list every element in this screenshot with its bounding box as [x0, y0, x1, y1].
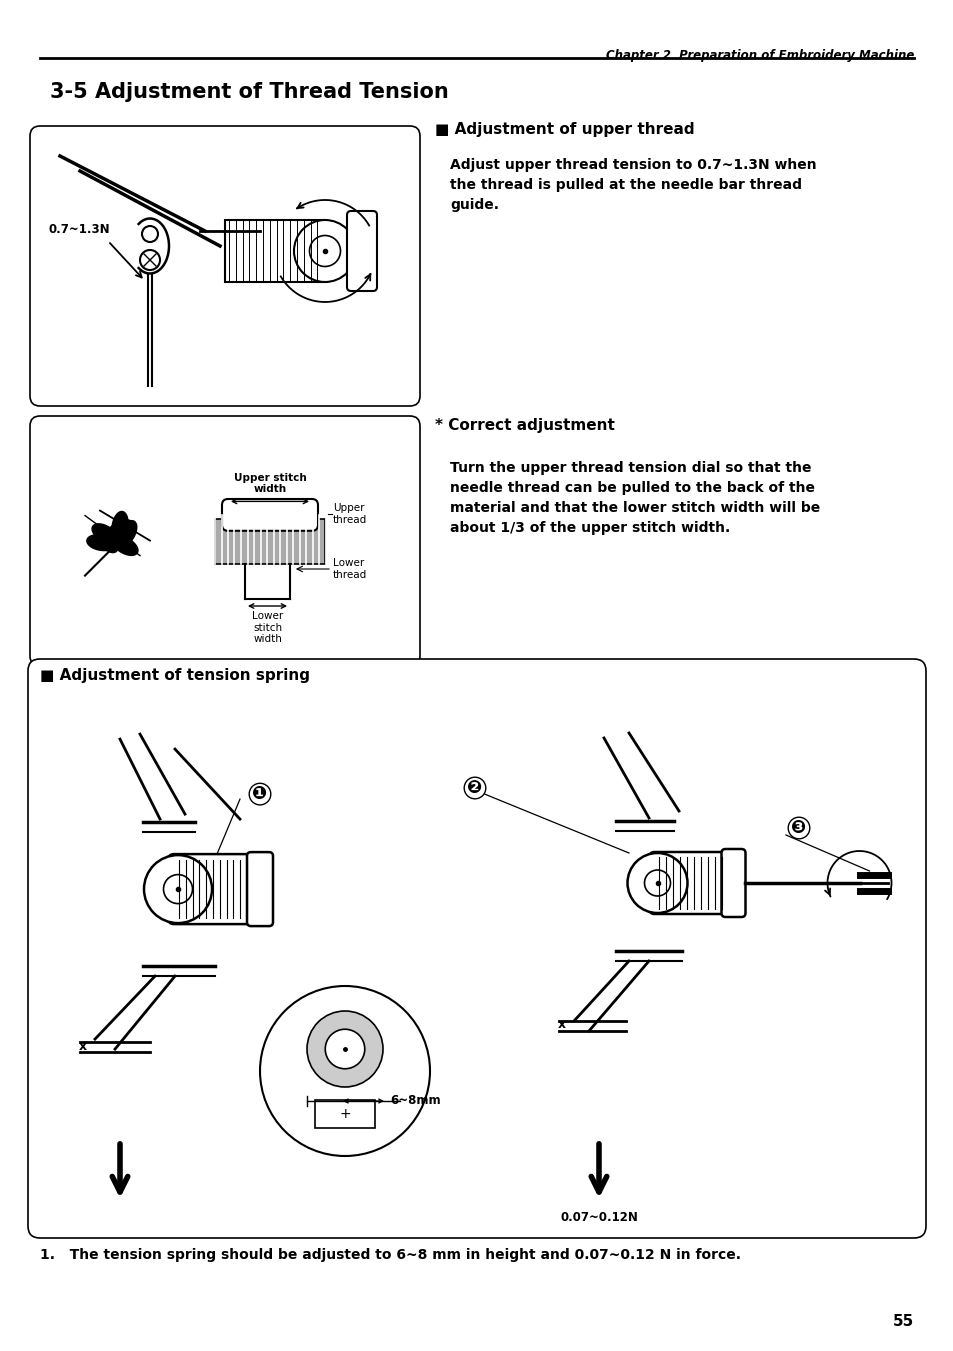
Text: 6~8mm: 6~8mm	[390, 1094, 440, 1108]
Text: 3-5 Adjustment of Thread Tension: 3-5 Adjustment of Thread Tension	[50, 82, 448, 101]
Text: ❷: ❷	[467, 780, 482, 797]
Circle shape	[627, 852, 687, 913]
Circle shape	[294, 220, 355, 282]
Circle shape	[260, 986, 430, 1156]
Text: 55: 55	[892, 1315, 913, 1329]
Circle shape	[309, 235, 340, 266]
Polygon shape	[96, 528, 118, 553]
FancyBboxPatch shape	[28, 659, 925, 1238]
Polygon shape	[117, 520, 136, 547]
Text: ■ Adjustment of tension spring: ■ Adjustment of tension spring	[40, 667, 310, 684]
FancyBboxPatch shape	[649, 852, 734, 915]
Circle shape	[144, 855, 212, 923]
FancyBboxPatch shape	[222, 499, 317, 531]
Circle shape	[142, 226, 158, 242]
Text: 0.7~1.3N: 0.7~1.3N	[48, 223, 110, 236]
Text: ❶: ❶	[253, 785, 268, 802]
Text: Upper
thread: Upper thread	[333, 503, 367, 524]
Text: * Correct adjustment: * Correct adjustment	[435, 417, 615, 434]
Polygon shape	[107, 520, 132, 539]
Text: Lower
stitch
width: Lower stitch width	[252, 611, 283, 644]
Circle shape	[140, 250, 160, 270]
Circle shape	[325, 1029, 364, 1069]
Text: 1.   The tension spring should be adjusted to 6~8 mm in height and 0.07~0.12 N i: 1. The tension spring should be adjusted…	[40, 1248, 740, 1262]
Polygon shape	[103, 532, 131, 549]
FancyBboxPatch shape	[720, 848, 744, 917]
Polygon shape	[91, 524, 118, 543]
FancyBboxPatch shape	[168, 854, 262, 924]
Circle shape	[644, 870, 670, 896]
Polygon shape	[112, 536, 138, 555]
Text: Lower
thread: Lower thread	[333, 558, 367, 580]
Polygon shape	[87, 535, 115, 551]
Text: 0.07~0.12N: 0.07~0.12N	[559, 1210, 638, 1224]
Text: ❸: ❸	[791, 819, 806, 838]
Circle shape	[163, 874, 193, 904]
Text: Adjust upper thread tension to 0.7~1.3N when
the thread is pulled at the needle : Adjust upper thread tension to 0.7~1.3N …	[450, 158, 816, 212]
Text: x: x	[79, 1040, 87, 1052]
FancyBboxPatch shape	[347, 211, 376, 290]
FancyBboxPatch shape	[314, 1100, 375, 1128]
Polygon shape	[112, 512, 128, 540]
Text: Turn the upper thread tension dial so that the
needle thread can be pulled to th: Turn the upper thread tension dial so th…	[450, 461, 820, 535]
Text: Upper stitch
width: Upper stitch width	[233, 473, 306, 494]
Text: x: x	[558, 1019, 565, 1032]
Text: ■ Adjustment of upper thread: ■ Adjustment of upper thread	[435, 122, 694, 136]
FancyBboxPatch shape	[30, 126, 419, 407]
Text: +: +	[339, 1106, 351, 1121]
Bar	[214, 519, 325, 563]
FancyBboxPatch shape	[247, 852, 273, 925]
Text: Chapter 2  Preparation of Embroidery Machine: Chapter 2 Preparation of Embroidery Mach…	[605, 49, 913, 62]
FancyBboxPatch shape	[30, 416, 419, 666]
FancyBboxPatch shape	[225, 220, 325, 282]
Circle shape	[307, 1011, 382, 1088]
Bar	[214, 519, 325, 563]
